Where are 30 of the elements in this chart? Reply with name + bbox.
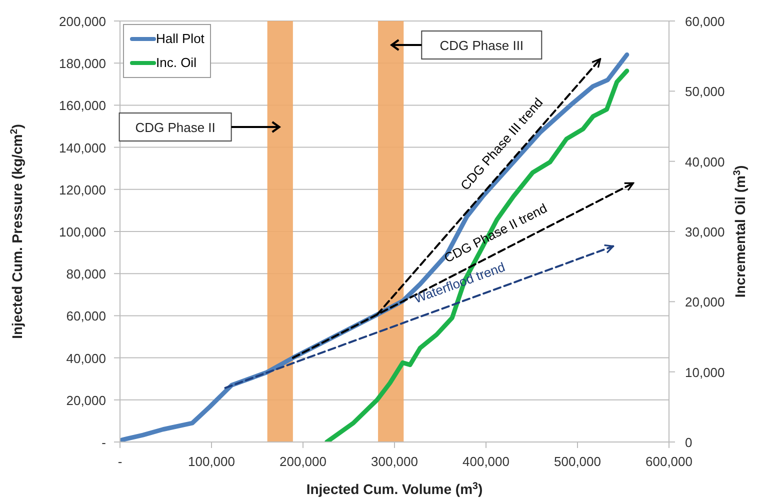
y-tick-label: 20,000 bbox=[66, 392, 106, 408]
x-tick-label: 100,000 bbox=[188, 454, 235, 469]
legend-label: Hall Plot bbox=[156, 30, 204, 48]
y-tick-label: 180,000 bbox=[59, 56, 106, 72]
y-tick-label: 80,000 bbox=[66, 266, 106, 282]
y2-tick-label: 50,000 bbox=[685, 84, 725, 100]
band-label: CDG Phase II bbox=[135, 120, 216, 135]
x-tick-label: 200,000 bbox=[280, 454, 326, 469]
y2-tick-label: 0 bbox=[685, 435, 692, 450]
y-tick-label: 200,000 bbox=[59, 14, 106, 29]
y-tick-label: 60,000 bbox=[66, 308, 106, 324]
y-tick-label: 140,000 bbox=[59, 140, 106, 156]
y2-tick-label: 30,000 bbox=[685, 224, 725, 240]
y-tick-label: 120,000 bbox=[59, 182, 106, 198]
y-tick-label: 160,000 bbox=[59, 98, 106, 114]
y-tick-label: 100,000 bbox=[59, 224, 106, 240]
y-tick-label: - bbox=[102, 435, 106, 450]
y2-tick-label: 60,000 bbox=[685, 14, 725, 29]
x-tick-label: - bbox=[118, 454, 122, 469]
x-tick-label: 500,000 bbox=[554, 454, 601, 469]
y2-tick-label: 40,000 bbox=[685, 154, 725, 170]
y2-tick-label: 10,000 bbox=[685, 364, 725, 380]
band-label: CDG Phase III bbox=[440, 38, 524, 53]
x-tick-label: 600,000 bbox=[646, 454, 692, 469]
y-tick-label: 40,000 bbox=[66, 350, 106, 366]
x-axis-title: Injected Cum. Volume (m$^{3}$) bbox=[306, 480, 483, 497]
y2-tick-label: 20,000 bbox=[685, 294, 725, 310]
legend-label: Inc. Oil bbox=[156, 54, 196, 72]
x-tick-label: 300,000 bbox=[371, 454, 418, 469]
x-tick-label: 400,000 bbox=[462, 454, 510, 469]
